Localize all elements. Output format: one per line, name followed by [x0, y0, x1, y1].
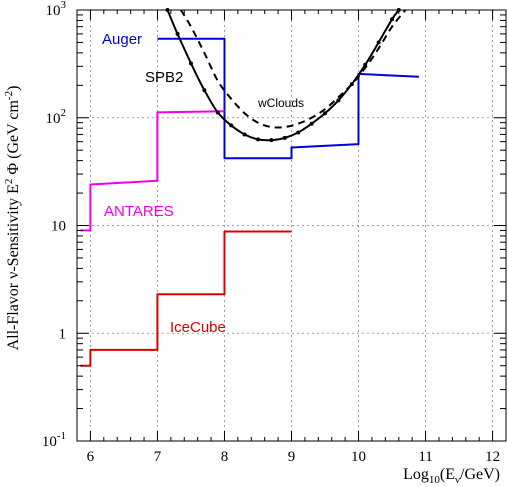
spb2-data-point [229, 123, 234, 128]
y-axis-label: All-Flavor ν-Sensitivity E2 Φ (GeV cm-2) [3, 86, 22, 351]
spb2-data-point [188, 61, 193, 66]
spb2-data-point [376, 40, 381, 45]
spb2-series-label: SPB2 [145, 69, 183, 86]
y-tick-label: 102 [46, 107, 67, 127]
spb2-data-point [255, 137, 260, 142]
series-layer [80, 8, 419, 367]
wclouds-series-label: wClouds [257, 96, 304, 110]
antares-series-line [80, 110, 225, 232]
spb2-data-point [336, 98, 341, 103]
y-tick-label: 1 [59, 326, 67, 342]
y-tick-label: 10 [51, 219, 66, 235]
spb2-data-point [175, 31, 180, 36]
x-tick-label: 6 [87, 449, 95, 465]
x-tick-label: 8 [221, 449, 229, 465]
antares-series-label: ANTARES [104, 203, 174, 220]
icecube-series-label: IceCube [170, 319, 226, 336]
spb2-data-point [296, 130, 301, 135]
icecube-series-line [80, 230, 292, 367]
x-tick-label: 12 [485, 449, 500, 465]
y-tick-label: 10-1 [42, 430, 66, 450]
spb2-data-point [282, 135, 287, 140]
labels-layer: 6 7 8 9 10 11 12 10-1 1 10 102 103 Auger ANTARES IceCu… [42, 0, 500, 465]
axis-ticks [76, 9, 507, 442]
x-tick-label: 10 [351, 449, 366, 465]
x-axis-label: Log10(Eν/GeV) [403, 466, 500, 486]
x-tick-label: 11 [418, 449, 432, 465]
spb2-data-point [309, 121, 314, 126]
spb2-data-point [242, 132, 247, 137]
x-tick-label: 9 [288, 449, 296, 465]
spb2-data-point [215, 110, 220, 115]
auger-series-line [157, 37, 419, 160]
auger-series-label: Auger [102, 31, 142, 48]
spb2-data-point [323, 111, 328, 116]
spb2-data-point [390, 17, 395, 22]
x-tick-label: 7 [154, 449, 162, 465]
grid-lines [77, 10, 506, 441]
spb2-data-point [269, 138, 274, 143]
wclouds-series-line [180, 9, 407, 129]
spb2-data-point [202, 88, 207, 93]
y-tick-label: 103 [46, 0, 67, 19]
